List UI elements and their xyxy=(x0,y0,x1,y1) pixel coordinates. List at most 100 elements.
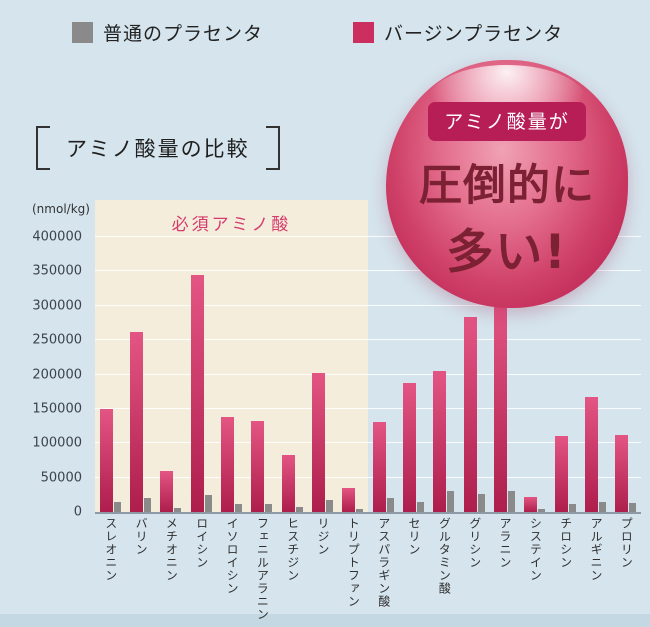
y-tick-label: 350000 xyxy=(32,263,82,279)
x-axis-label: チロシン xyxy=(550,517,580,627)
y-tick-label: 300000 xyxy=(32,298,82,314)
bar-regular xyxy=(386,498,394,512)
bar-virgin xyxy=(463,316,477,512)
bar-group xyxy=(398,237,428,512)
x-axis-label: イソロイシン xyxy=(216,517,246,627)
x-axis-label: ヒスチジン xyxy=(277,517,307,627)
x-axis-label-text: フェニルアラニン xyxy=(255,517,270,621)
bar-group xyxy=(368,237,398,512)
bar-regular xyxy=(447,491,455,512)
x-axis-label-text: ヒスチジン xyxy=(285,517,300,582)
x-axis-label-text: システイン xyxy=(528,517,543,582)
gridline xyxy=(95,476,641,478)
legend: 普通のプラセンタ バージンプラセンタ xyxy=(72,19,563,46)
bar-virgin xyxy=(251,420,265,512)
bar-virgin xyxy=(372,421,386,512)
bar-virgin xyxy=(99,408,113,512)
x-axis-label-text: トリプトファン xyxy=(346,517,361,608)
y-tick-label: 400000 xyxy=(32,229,82,245)
plot: 必須アミノ酸 スレオニン バリン メチオニン ロイシン イソロイシン フェニルアラニン ヒス… xyxy=(95,200,641,621)
bar-regular xyxy=(538,509,546,512)
y-tick-label: 200000 xyxy=(32,367,82,382)
x-axis-label-text: グリシン xyxy=(467,517,482,569)
x-axis-label-text: アスパラギン酸 xyxy=(376,517,391,608)
bar-group xyxy=(247,237,277,512)
x-axis-label-text: セリン xyxy=(407,517,422,556)
x-axis-label: バリン xyxy=(125,517,155,627)
bar-groups xyxy=(95,237,641,512)
bar-regular xyxy=(113,501,121,512)
bar-group xyxy=(186,237,216,512)
x-axis-label-text: メチオニン xyxy=(164,517,179,582)
x-axis-label-text: チロシン xyxy=(558,517,573,569)
bar-regular xyxy=(356,509,364,512)
bar-group xyxy=(216,237,246,512)
bar-virgin xyxy=(160,470,174,512)
x-axis-label: リジン xyxy=(307,517,337,627)
x-axis-label-text: アラニン xyxy=(498,517,513,569)
bar-virgin xyxy=(342,487,356,512)
essential-region-label: 必須アミノ酸 xyxy=(171,215,292,235)
x-axis-label: ロイシン xyxy=(186,517,216,627)
bar-virgin xyxy=(554,436,568,512)
bar-group xyxy=(307,237,337,512)
y-tick-label: 100000 xyxy=(32,435,82,451)
bar-regular xyxy=(477,494,485,512)
bar-group xyxy=(459,237,489,512)
bar-group xyxy=(611,237,641,512)
x-axis-label: アスパラギン酸 xyxy=(368,517,398,627)
bar-group xyxy=(580,237,610,512)
bar-regular xyxy=(416,501,424,512)
bar-virgin xyxy=(493,302,507,512)
bracket-right-icon xyxy=(265,126,280,170)
legend-label: 普通のプラセンタ xyxy=(103,23,264,45)
bar-group xyxy=(489,237,519,512)
x-axis-label: セリン xyxy=(398,517,428,627)
bar-group xyxy=(520,237,550,512)
x-axis-label: フェニルアラニン xyxy=(247,517,277,627)
gridlines xyxy=(95,236,641,512)
x-axis-label-text: バリン xyxy=(134,517,149,556)
x-axis-label-text: リジン xyxy=(316,517,331,556)
x-axis-label-text: アルギニン xyxy=(589,517,603,582)
y-axis-unit: (nmol/kg) xyxy=(32,202,90,216)
bar-group xyxy=(277,237,307,512)
bar-virgin xyxy=(281,454,295,512)
x-axis-label-text: グルタミン酸 xyxy=(437,517,452,595)
x-axis-label: グルタミン酸 xyxy=(429,517,459,627)
legend-label: バージンプラセンタ xyxy=(384,23,564,45)
bar-virgin xyxy=(190,274,204,512)
gridline xyxy=(95,442,641,444)
x-axis-label-text: ロイシン xyxy=(194,517,209,569)
legend-swatch-icon xyxy=(72,22,93,43)
bottom-strip xyxy=(0,614,650,627)
bar-regular xyxy=(568,504,576,512)
x-axis-label: アラニン xyxy=(489,517,519,627)
bar-virgin xyxy=(524,496,538,512)
bar-group xyxy=(95,237,125,512)
x-axis-label-text: プロリン xyxy=(619,517,634,569)
gridline xyxy=(95,270,641,272)
bar-group xyxy=(338,237,368,512)
bar-group xyxy=(156,237,186,512)
bubble-headline-line1: 圧倒的に xyxy=(419,161,595,211)
chart-title-text: アミノ酸量の比較 xyxy=(66,137,250,161)
bar-group xyxy=(550,237,580,512)
x-axis-label: メチオニン xyxy=(156,517,186,627)
bar-regular xyxy=(325,499,333,512)
x-axis-label-text: イソロイシン xyxy=(225,517,240,595)
bar-group xyxy=(125,237,155,512)
x-axis-label: プロリン xyxy=(611,517,641,627)
x-axis-label: システイン xyxy=(520,517,550,627)
bar-regular xyxy=(204,494,212,512)
bar-regular xyxy=(174,507,182,512)
bar-virgin xyxy=(129,331,143,512)
legend-swatch-icon xyxy=(353,22,375,43)
bar-virgin xyxy=(433,371,447,512)
bar-regular xyxy=(143,498,151,512)
bar-virgin xyxy=(615,435,629,512)
chart-title: アミノ酸量の比較 xyxy=(36,126,280,170)
gridline xyxy=(95,407,641,409)
bar-regular xyxy=(629,503,637,512)
